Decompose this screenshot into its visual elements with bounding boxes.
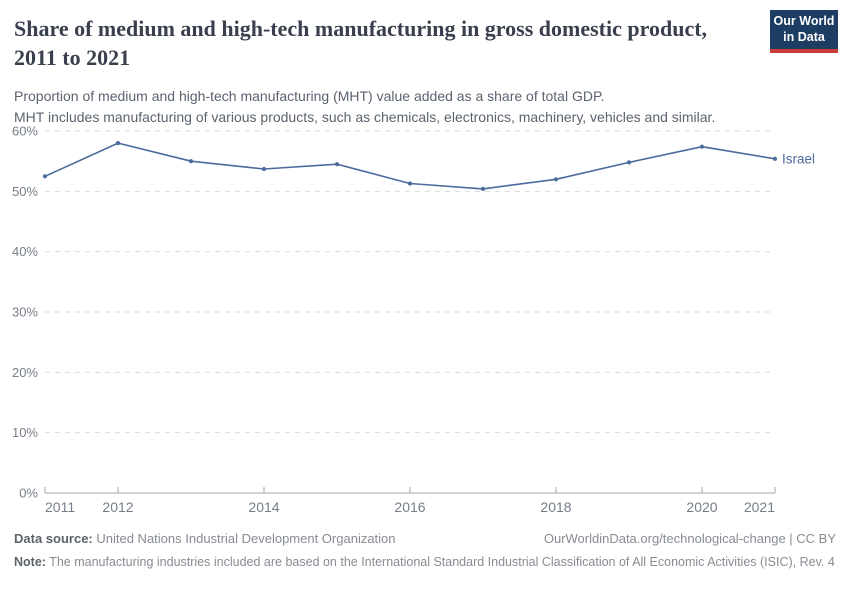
data-point-israel-2012[interactable] — [115, 141, 121, 146]
y-tick-label-60: 60% — [12, 124, 38, 139]
x-tick-label-2021: 2021 — [744, 499, 775, 515]
subtitle-line-1: Proportion of medium and high-tech manuf… — [14, 88, 605, 104]
data-source-label: Data source: — [14, 531, 93, 546]
data-point-israel-2016[interactable] — [407, 181, 413, 186]
data-point-israel-2018[interactable] — [553, 177, 559, 182]
x-tick-label-2018: 2018 — [540, 499, 571, 515]
y-tick-label-20: 20% — [12, 365, 38, 380]
owid-logo[interactable]: Our World in Data — [770, 10, 838, 53]
note-label: Note: — [14, 555, 46, 569]
y-tick-label-10: 10% — [12, 425, 38, 440]
x-tick-label-2012: 2012 — [102, 499, 133, 515]
owid-license-link[interactable]: OurWorldinData.org/technological-change … — [543, 531, 836, 546]
y-tick-label-40: 40% — [12, 244, 38, 259]
x-tick-label-2020: 2020 — [686, 499, 717, 515]
y-tick-label-0: 0% — [19, 486, 38, 501]
line-chart[interactable]: 0% 10% 20% 30% 40% 50% 60% 2011 2012 2014 2016 2018… — [0, 120, 850, 525]
chart-footer: Data source: United Nations Industrial D… — [14, 531, 836, 571]
data-point-israel-2015[interactable] — [334, 162, 340, 167]
chart-subtitle: Proportion of medium and high-tech manuf… — [14, 86, 804, 128]
data-point-israel-2017[interactable] — [480, 186, 486, 191]
data-point-israel-2014[interactable] — [261, 166, 267, 172]
y-tick-label-50: 50% — [12, 184, 38, 199]
y-tick-label-30: 30% — [12, 305, 38, 320]
owid-logo-line1: Our World — [773, 13, 835, 28]
subtitle-line-2: MHT includes manufacturing of various pr… — [14, 109, 716, 125]
x-tick-label-2014: 2014 — [248, 499, 279, 515]
data-source-text: Data source: United Nations Industrial D… — [14, 531, 396, 546]
x-tick-label-2011: 2011 — [45, 499, 75, 515]
x-tick-label-2016: 2016 — [394, 499, 425, 515]
data-point-israel-2013[interactable] — [188, 159, 194, 164]
note-value: The manufacturing industries included ar… — [45, 555, 835, 569]
data-point-israel-2019[interactable] — [626, 160, 632, 165]
owid-logo-line2: in Data — [783, 29, 825, 44]
chart-note: Note: The manufacturing industries inclu… — [14, 553, 836, 571]
chart-title: Share of medium and high-tech manufactur… — [14, 16, 708, 71]
data-point-israel-2021[interactable] — [772, 156, 778, 161]
data-point-israel-2011[interactable] — [42, 174, 48, 179]
data-source-value: United Nations Industrial Development Or… — [92, 531, 396, 546]
data-point-israel-2020[interactable] — [699, 144, 705, 149]
series-end-label-israel: Israel — [782, 151, 815, 166]
